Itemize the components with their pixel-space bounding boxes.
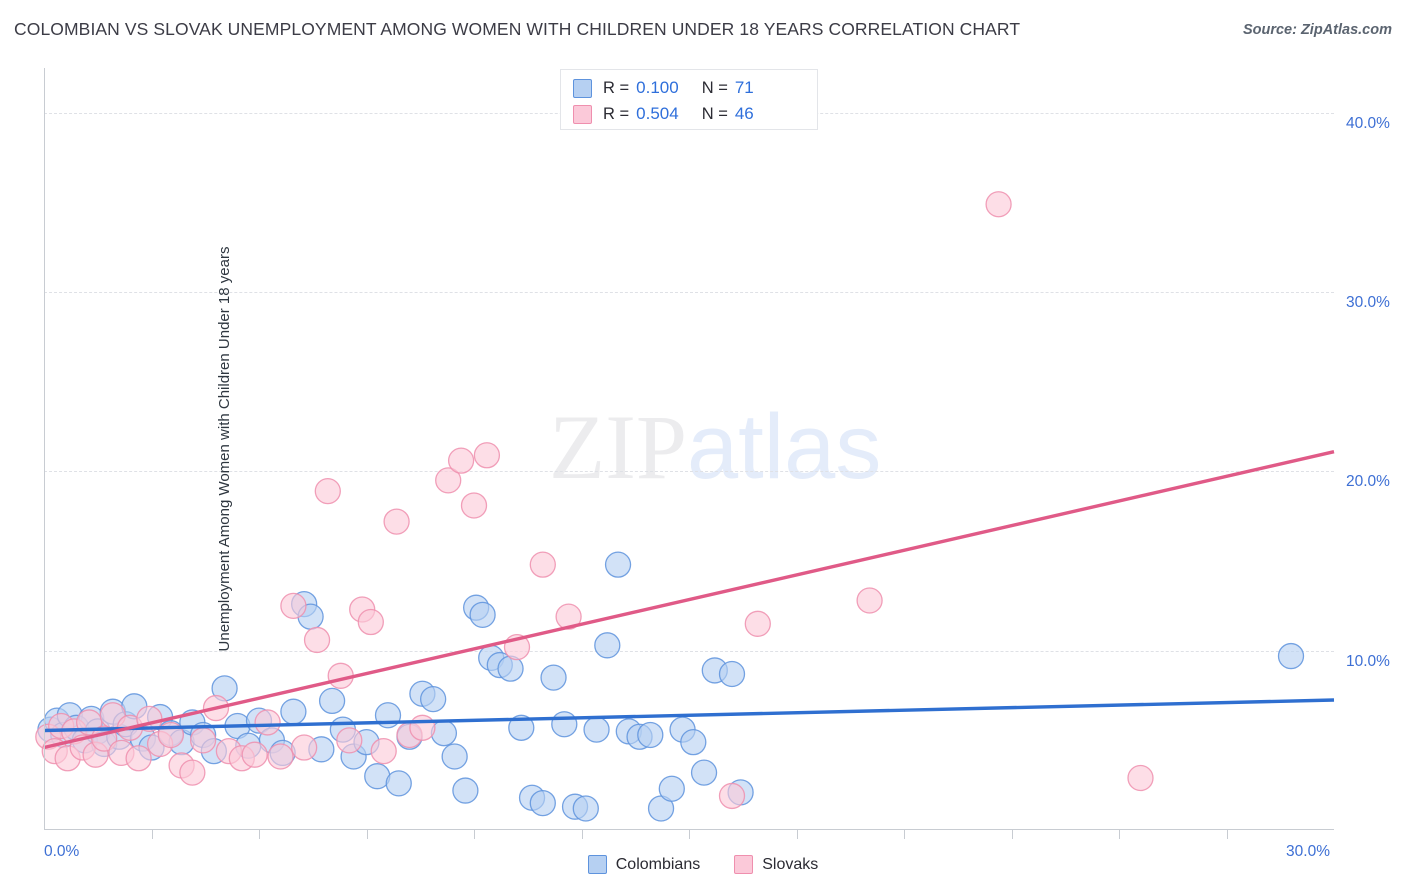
y-axis-title: Unemployment Among Women with Children U… [215,246,233,652]
data-point[interactable] [572,795,599,822]
data-point[interactable] [179,759,206,786]
x-axis-tick-label: 0.0% [44,843,80,860]
data-point[interactable] [551,711,578,738]
data-point[interactable] [357,608,384,636]
x-tick-mark [151,830,153,839]
x-tick-mark [1011,830,1013,839]
r-label-slovaks: R = [603,104,630,123]
data-point[interactable] [409,714,436,741]
n-value-colombians: 71 [734,78,754,97]
data-point[interactable] [430,720,458,747]
trend-line-slovaks [43,450,1335,750]
n-value-slovaks: 46 [734,104,754,123]
data-point[interactable] [1277,642,1305,670]
x-tick-mark [259,830,260,839]
correlation-row-colombians: R = 0.100 N = 71 [573,75,807,101]
data-point[interactable] [460,492,488,519]
y-axis-tick-label: 30.0% [1346,294,1390,312]
data-point[interactable] [241,741,268,768]
data-point[interactable] [473,442,501,469]
data-point[interactable] [385,770,412,797]
gridline [44,650,1334,652]
data-point[interactable] [189,727,217,754]
series-legend: Colombians Slovaks [0,855,1406,874]
series-label-slovaks: Slovaks [762,855,819,873]
series-swatch-slovaks [734,855,754,874]
data-point[interactable] [447,447,475,474]
x-tick-mark [904,830,905,839]
data-point[interactable] [125,745,152,772]
data-point[interactable] [290,734,318,761]
series-slovaks [35,191,1154,810]
x-tick-mark [796,830,798,839]
data-point[interactable] [508,714,535,741]
x-tick-mark [474,830,475,839]
data-point[interactable] [303,626,331,654]
data-point[interactable] [370,737,397,765]
correlation-legend: R = 0.100 N = 71 R = 0.504 N = 46 [560,69,818,130]
data-point[interactable] [637,721,664,749]
data-point[interactable] [383,508,410,535]
series-swatch-colombians [587,855,607,874]
data-point[interactable] [540,664,567,691]
gridline [44,292,1334,294]
x-tick-mark [581,830,583,839]
data-point[interactable] [744,610,771,637]
data-point[interactable] [985,191,1012,218]
source-label: Source: ZipAtlas.com [1242,22,1392,38]
data-point[interactable] [529,551,556,578]
data-point[interactable] [336,727,363,754]
x-tick-mark [1119,830,1120,839]
correlation-row-slovaks: R = 0.504 N = 46 [573,101,807,127]
data-point[interactable] [314,477,341,505]
y-axis-tick-label: 10.0% [1346,652,1390,670]
data-point[interactable] [594,632,621,659]
data-point[interactable] [254,709,281,736]
x-axis-line [44,829,1334,830]
data-point[interactable] [280,592,307,620]
scatter-layer [35,191,1335,822]
n-label-slovaks: N = [701,104,728,123]
data-point[interactable] [469,601,496,628]
data-point[interactable] [690,759,718,786]
plot-area: ZIPatlas 40.0% 30.0% 20.0% 10.0% 0.0% 30.0% … [35,68,1390,860]
data-point[interactable] [658,775,685,802]
legend-swatch-colombians [573,78,592,98]
data-point[interactable] [435,467,462,494]
data-point[interactable] [441,743,468,770]
r-value-colombians: 0.100 [636,78,679,97]
series-legend-item-slovaks[interactable]: Slovaks [734,855,818,874]
data-point[interactable] [680,729,707,756]
r-label-colombians: R = [603,78,630,97]
data-point[interactable] [419,685,447,713]
data-point[interactable] [856,587,883,614]
x-axis-tick-label: 30.0% [1286,843,1330,860]
x-tick-mark [1226,830,1228,839]
series-label-colombians: Colombians [615,855,701,873]
gridline [44,471,1334,473]
data-point[interactable] [604,551,632,578]
legend-swatch-slovaks [573,104,592,124]
trend-line-colombians [43,698,1335,733]
data-point[interactable] [529,789,556,817]
data-point[interactable] [718,660,746,688]
page-title: COLOMBIAN VS SLOVAK UNEMPLOYMENT AMONG W… [14,19,1021,39]
r-value-slovaks: 0.504 [636,104,679,123]
data-point[interactable] [267,743,294,770]
y-axis-tick-label: 20.0% [1346,473,1390,491]
n-label-colombians: N = [701,78,728,97]
x-tick-mark [366,830,368,839]
data-point[interactable] [583,716,610,743]
data-point[interactable] [280,698,307,725]
x-tick-mark [689,830,690,839]
data-point[interactable] [452,777,479,804]
data-point[interactable] [555,603,582,630]
series-legend-item-colombians[interactable]: Colombians [587,855,701,874]
data-point[interactable] [1127,764,1154,792]
data-point[interactable] [318,687,346,715]
y-axis-line [44,68,45,830]
data-point[interactable] [718,782,746,810]
y-axis-tick-label: 40.0% [1346,114,1390,132]
